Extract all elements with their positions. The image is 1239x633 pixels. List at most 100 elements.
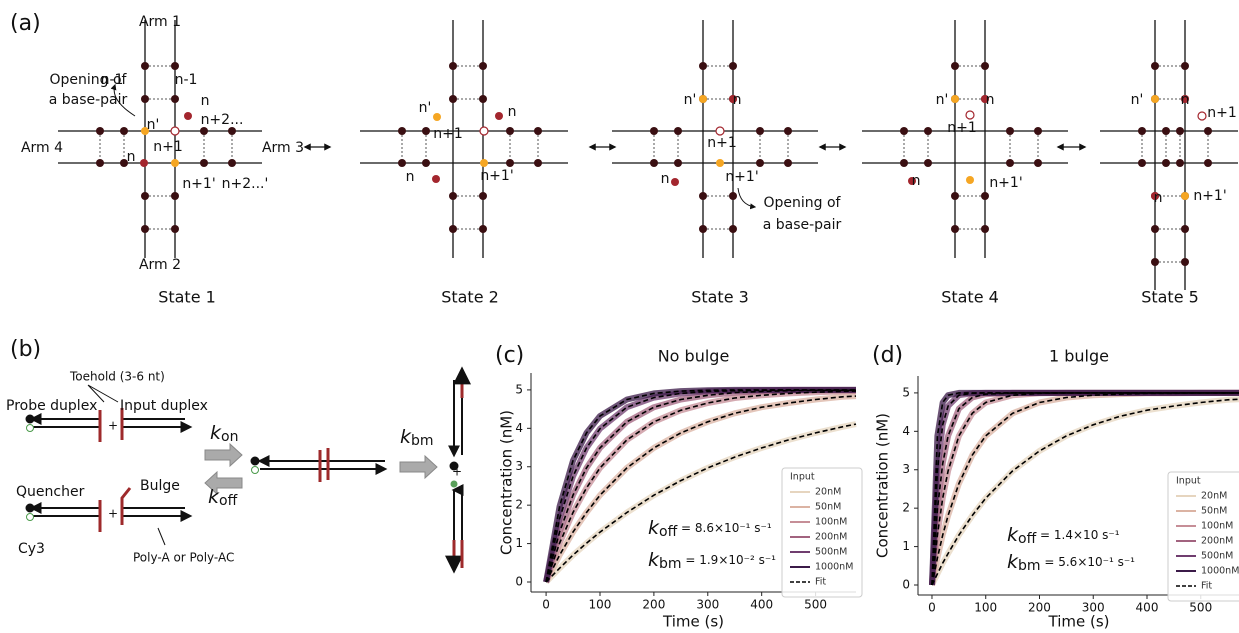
- legend-label: Fit: [815, 577, 826, 588]
- diagram-label: n: [912, 173, 921, 189]
- base-dot: [951, 225, 959, 233]
- base-dot: [1151, 192, 1159, 200]
- base-dot: [534, 127, 542, 135]
- diagram-label: Arm 2: [139, 257, 181, 273]
- base-dot: [1162, 127, 1170, 135]
- base-dot: [951, 192, 959, 200]
- y-tick-label: 5: [902, 385, 910, 399]
- base-dot: [674, 159, 682, 167]
- panel-a-diagrams: [58, 20, 1238, 290]
- base-dot: [120, 127, 128, 135]
- base-dot: [398, 159, 406, 167]
- base-dot: [1204, 159, 1212, 167]
- base-dot: [965, 110, 975, 120]
- base-dot: [1181, 192, 1189, 200]
- diagram-label: n+1': [182, 176, 215, 192]
- legend-label: 50nM: [1201, 506, 1227, 517]
- fit-line: [545, 390, 857, 583]
- probe-duplex-label: Probe duplex: [6, 398, 97, 414]
- base-dot: [716, 159, 724, 167]
- base-dot: [228, 127, 236, 135]
- base-dot: [981, 62, 989, 70]
- annotation-text: = 8.6×10⁻¹ s⁻¹: [677, 521, 772, 535]
- panel-label: (c): [495, 343, 524, 368]
- base-dot: [480, 159, 488, 167]
- x-tick-label: 200: [1028, 601, 1051, 615]
- base-dot: [449, 95, 457, 103]
- diagram-label: n+2...': [222, 176, 269, 192]
- base-dot: [495, 112, 503, 120]
- diagram-label: n+1': [725, 169, 758, 185]
- y-tick-label: 4: [902, 424, 910, 438]
- legend-label: 500nM: [1201, 551, 1233, 562]
- base-dot: [924, 159, 932, 167]
- diagram-label: n: [508, 104, 517, 120]
- base-dot: [1151, 258, 1159, 266]
- x-tick-label: 500: [804, 598, 827, 612]
- annotation: koff = 8.6×10⁻¹ s⁻¹: [648, 517, 772, 541]
- diagram-label: n: [986, 92, 995, 108]
- y-axis-label: Concentration (nM): [498, 410, 516, 555]
- curved-arrow: [737, 187, 757, 210]
- diagram-label: Arm 1: [139, 14, 181, 30]
- legend-label: 200nM: [815, 532, 847, 543]
- annotation: koff = 1.4×10 s⁻¹: [1007, 524, 1120, 548]
- base-dot: [951, 62, 959, 70]
- fit-line: [545, 395, 857, 583]
- base-dot: [171, 192, 179, 200]
- legend-label: 1000nM: [815, 562, 853, 573]
- diagram-label: Arm 3: [262, 140, 304, 156]
- y-tick-label: 2: [515, 498, 523, 512]
- base-dot: [1138, 159, 1146, 167]
- curved-arrow: [110, 83, 136, 117]
- x-tick-label: 400: [750, 598, 773, 612]
- diagram-label: n: [127, 149, 136, 165]
- rate-subscript: bm: [659, 556, 682, 572]
- plus: +: [108, 507, 118, 521]
- state-title: State 1: [158, 288, 216, 307]
- base-dot: [908, 177, 916, 185]
- x-tick-label: 100: [589, 598, 612, 612]
- rate-symbol: k: [1007, 524, 1019, 546]
- base-dot: [449, 192, 457, 200]
- fit-line: [545, 423, 857, 583]
- state-title: State 3: [691, 288, 749, 307]
- base-dot: [479, 225, 487, 233]
- base-dot: [140, 159, 148, 167]
- base-dot: [534, 159, 542, 167]
- rate-symbol: k: [210, 422, 222, 444]
- legend-title: Input: [790, 472, 815, 483]
- diagram-label: n: [201, 93, 210, 109]
- base-dot: [981, 192, 989, 200]
- base-dot: [650, 127, 658, 135]
- panel-label: (b): [10, 337, 41, 362]
- base-dot: [170, 126, 180, 136]
- base-dot: [1151, 95, 1159, 103]
- base-dot: [1151, 62, 1159, 70]
- rate-subscript: bm: [1018, 558, 1041, 574]
- diagram-label: n+1: [153, 139, 183, 155]
- base-dot: [729, 62, 737, 70]
- x-axis-label: Time (s): [662, 613, 724, 631]
- base-dot: [479, 62, 487, 70]
- diagram-label: n': [419, 100, 432, 116]
- y-tick-label: 1: [902, 539, 910, 553]
- diagram-label: n': [684, 92, 697, 108]
- panel-label: (d): [872, 343, 903, 368]
- legend-label: 200nM: [1201, 536, 1233, 547]
- state-title: State 2: [441, 288, 499, 307]
- x-tick-label: 100: [974, 601, 997, 615]
- x-tick-label: 400: [1136, 601, 1159, 615]
- base-dot: [699, 62, 707, 70]
- base-dot: [171, 62, 179, 70]
- base-dot: [1181, 225, 1189, 233]
- legend-label: Fit: [1201, 581, 1212, 592]
- base-dot: [650, 159, 658, 167]
- legend-label: 1000nM: [1201, 566, 1239, 577]
- diagram-label: Arm 4: [21, 140, 63, 156]
- base-dot: [1162, 159, 1170, 167]
- diagram-label: n+2...: [201, 112, 244, 128]
- diagram-label: n+1: [947, 120, 977, 136]
- base-dot: [479, 126, 489, 136]
